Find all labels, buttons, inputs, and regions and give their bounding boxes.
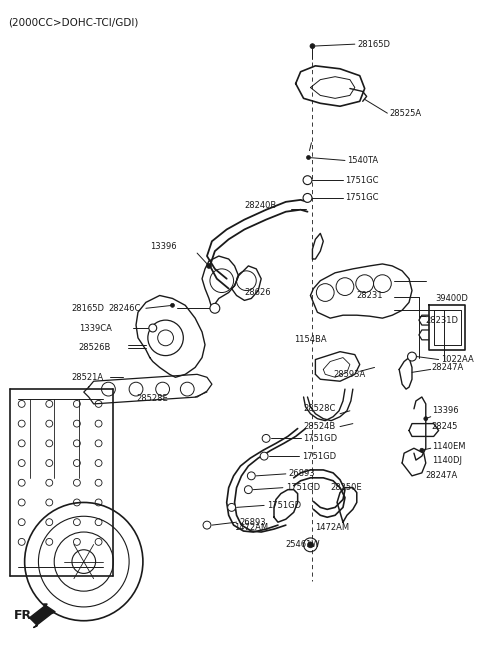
Text: 28165D: 28165D [358, 39, 391, 49]
Text: 1339CA: 1339CA [79, 323, 112, 332]
Text: 28593A: 28593A [333, 370, 365, 379]
Text: 1751GC: 1751GC [345, 193, 378, 202]
Circle shape [228, 503, 236, 511]
Text: (2000CC>DOHC-TCI/GDI): (2000CC>DOHC-TCI/GDI) [8, 18, 138, 28]
Text: 13396: 13396 [150, 242, 177, 251]
Text: 1751GD: 1751GD [286, 483, 320, 492]
Circle shape [424, 417, 428, 420]
Text: 28250E: 28250E [330, 483, 362, 492]
Text: 1472AM: 1472AM [315, 522, 349, 532]
Text: 1140EM: 1140EM [432, 442, 465, 451]
Text: 28231: 28231 [357, 291, 384, 300]
Text: 26893: 26893 [289, 469, 315, 478]
Text: 39400D: 39400D [436, 294, 468, 303]
Text: 28524B: 28524B [303, 422, 336, 431]
Text: 28525A: 28525A [389, 108, 421, 118]
Text: 13396: 13396 [432, 406, 458, 415]
Circle shape [310, 43, 315, 49]
Text: 28526B: 28526B [79, 343, 111, 352]
Text: 1140DJ: 1140DJ [432, 455, 462, 464]
Circle shape [149, 324, 156, 332]
Text: 28528E: 28528E [136, 394, 168, 403]
Text: 1751GD: 1751GD [267, 501, 301, 510]
Text: 28247A: 28247A [426, 471, 458, 480]
Text: 28231D: 28231D [426, 315, 459, 325]
Circle shape [420, 448, 424, 452]
Text: 28247A: 28247A [432, 363, 464, 372]
Text: 28521A: 28521A [71, 373, 103, 382]
Text: 28165D: 28165D [71, 304, 104, 313]
Polygon shape [30, 604, 55, 627]
Circle shape [203, 521, 211, 529]
Circle shape [260, 452, 268, 460]
Text: 26893: 26893 [240, 518, 266, 527]
Text: 25461W: 25461W [286, 540, 321, 549]
Circle shape [170, 304, 174, 307]
Text: 1751GD: 1751GD [303, 434, 338, 443]
Circle shape [206, 263, 211, 268]
Text: 1540TA: 1540TA [347, 156, 378, 165]
Text: 28626: 28626 [244, 288, 271, 297]
Circle shape [247, 472, 255, 480]
Circle shape [303, 175, 312, 185]
Circle shape [244, 486, 252, 493]
Circle shape [303, 193, 312, 202]
Circle shape [308, 542, 313, 548]
Text: 1751GC: 1751GC [345, 175, 378, 185]
Text: 1154BA: 1154BA [294, 335, 326, 344]
Text: 28245: 28245 [432, 422, 458, 431]
Text: 28246C: 28246C [108, 304, 141, 313]
Text: FR.: FR. [14, 609, 37, 622]
Circle shape [210, 304, 220, 313]
Text: 1751GD: 1751GD [301, 451, 336, 461]
Text: 28240B: 28240B [244, 201, 276, 210]
Text: 1022AA: 1022AA [442, 355, 474, 364]
Circle shape [262, 434, 270, 442]
Text: 28528C: 28528C [303, 404, 336, 413]
Circle shape [307, 156, 311, 160]
Circle shape [408, 352, 417, 361]
Text: 1472AM: 1472AM [235, 522, 269, 532]
